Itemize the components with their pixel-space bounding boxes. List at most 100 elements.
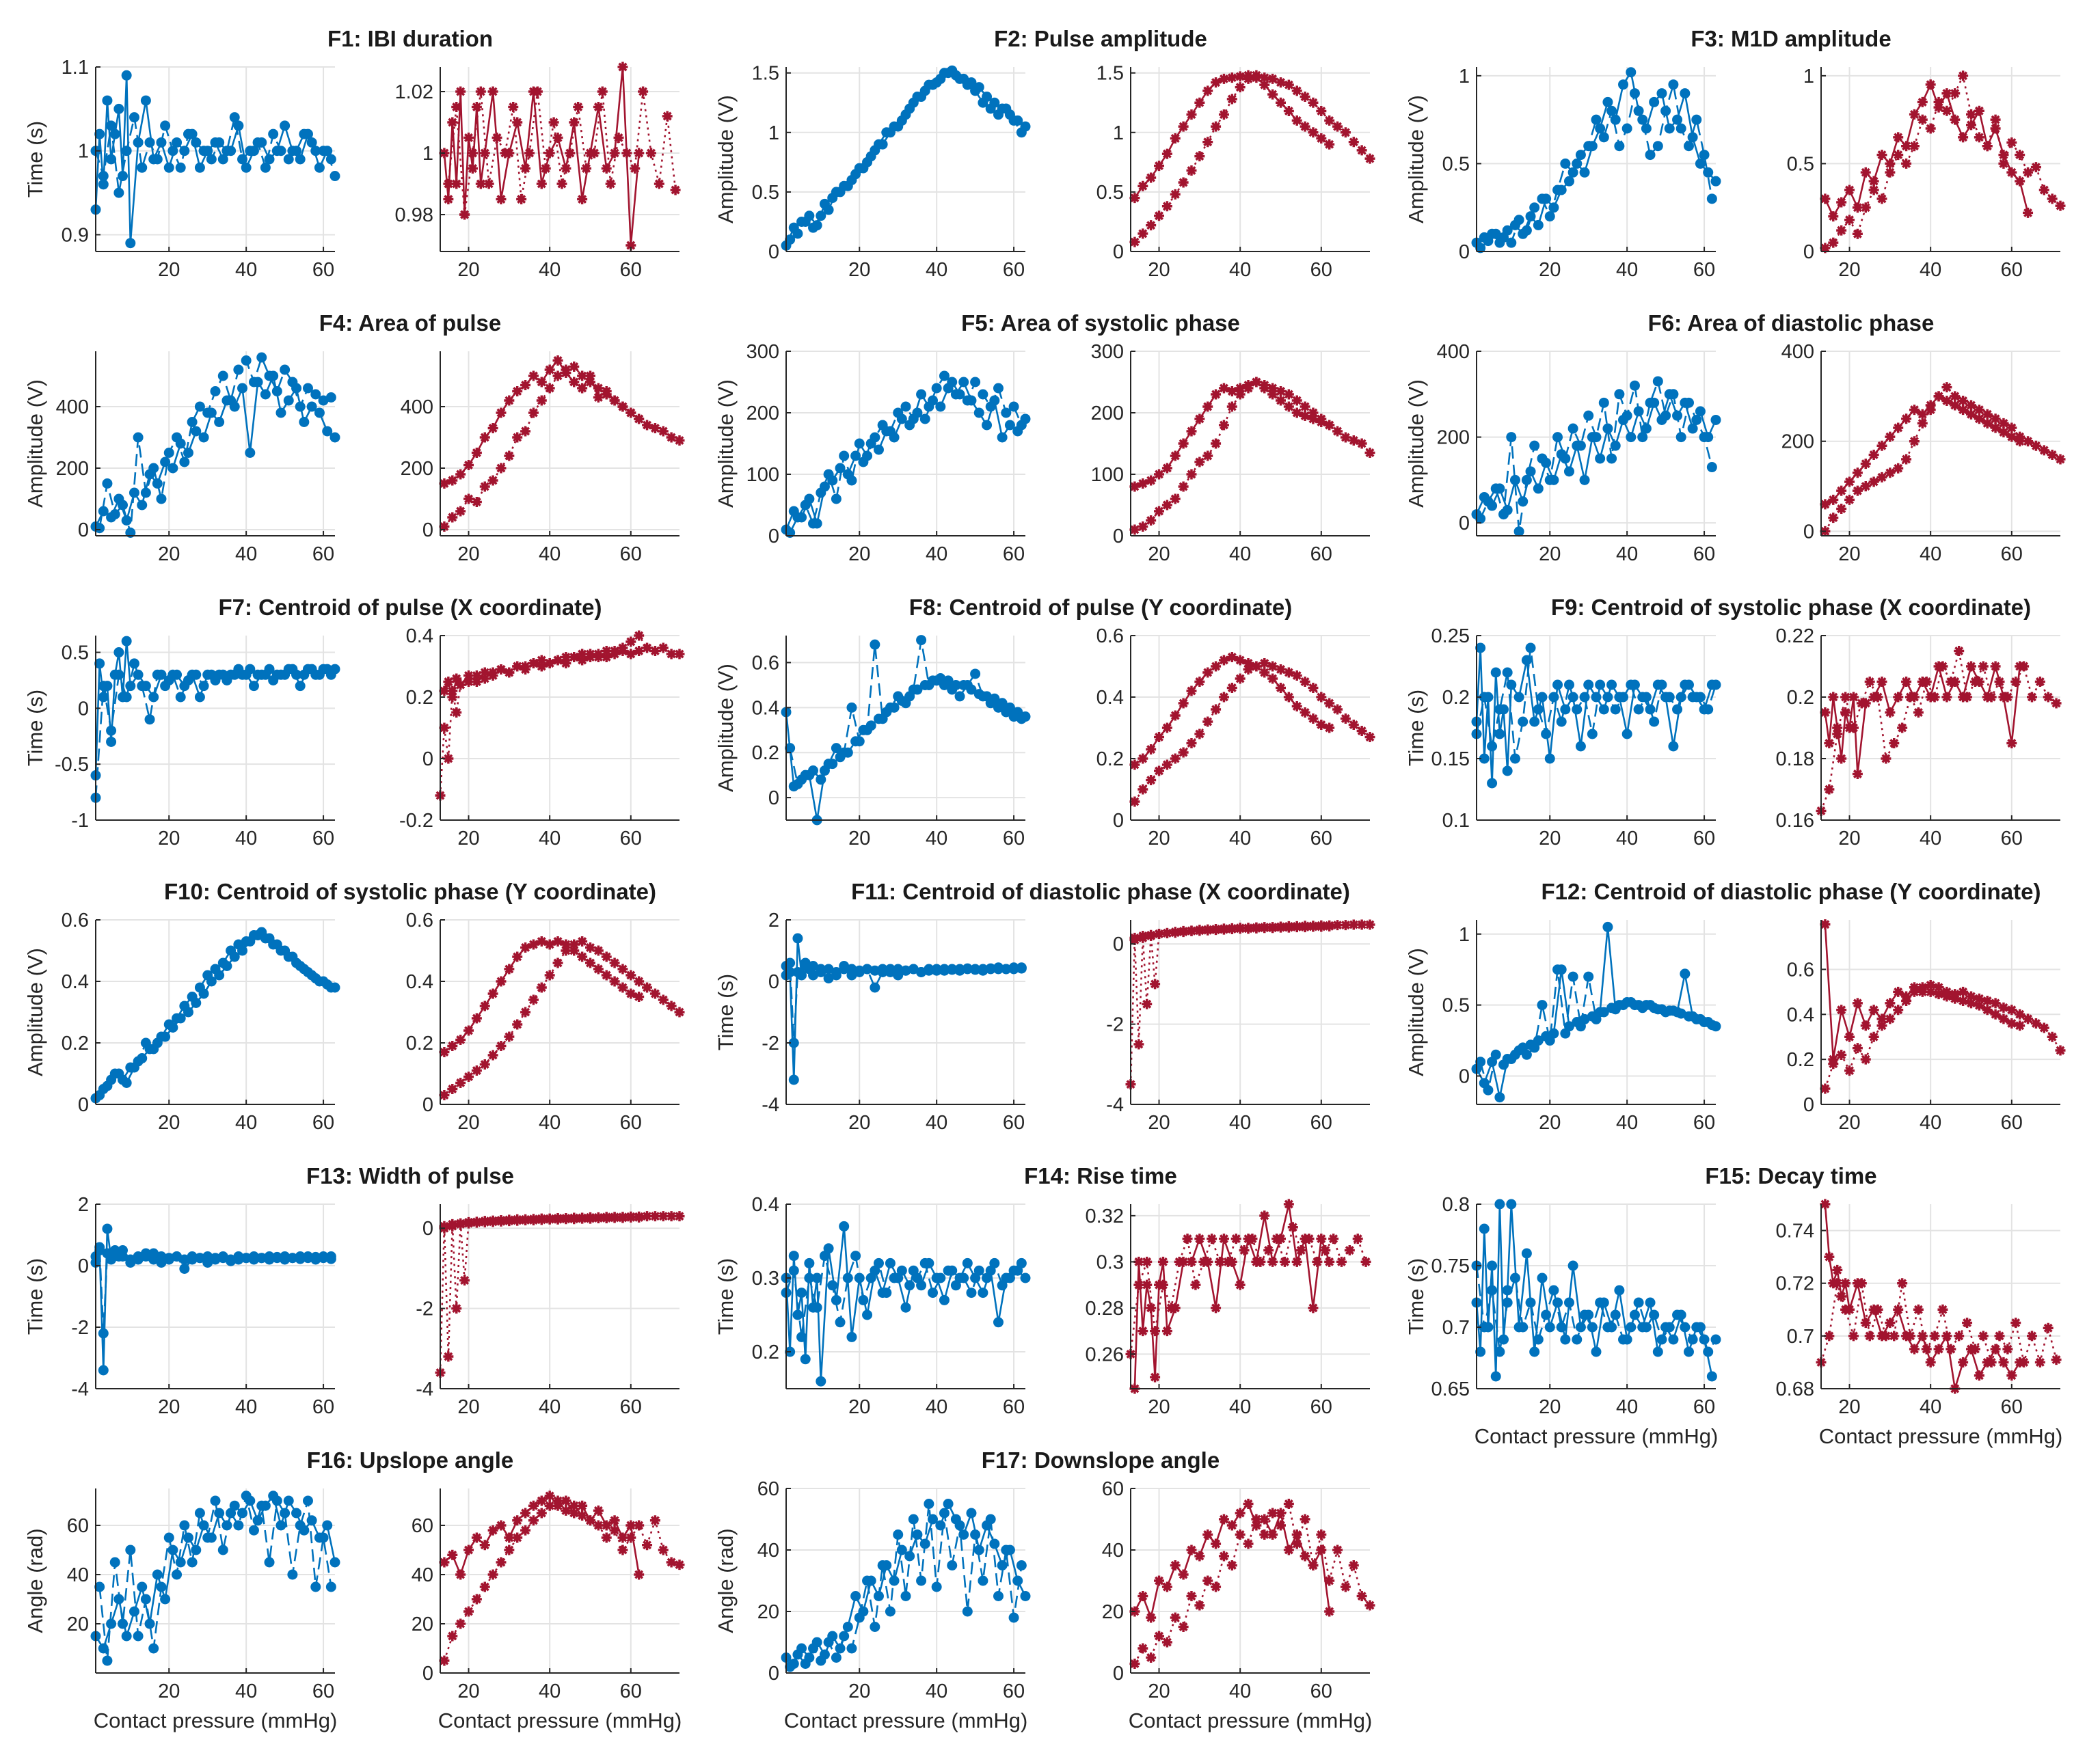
data-point (1521, 225, 1532, 236)
x-tick-label: 60 (312, 543, 334, 565)
data-point (973, 407, 984, 418)
data-point (1941, 105, 1952, 116)
data-point (271, 939, 282, 950)
data-point (487, 988, 498, 999)
data-point (1475, 243, 1486, 254)
y-tick-label: 0.6 (752, 653, 779, 675)
data-point (1161, 759, 1172, 770)
data-point (1560, 1028, 1571, 1039)
data-point (993, 1591, 1004, 1601)
data-point (183, 675, 193, 685)
data-point (1291, 670, 1302, 681)
data-point (1683, 141, 1694, 152)
data-point (589, 148, 600, 159)
data-point (2038, 185, 2049, 195)
data-point (846, 1643, 857, 1654)
data-point (1699, 1334, 1710, 1345)
data-point (2047, 1031, 2058, 1042)
data-point (2015, 1009, 2025, 1020)
data-point (1965, 400, 1976, 411)
data-point (194, 692, 205, 703)
data-point (935, 1273, 946, 1283)
data-point (140, 1594, 151, 1605)
data-point (1166, 1303, 1176, 1314)
data-point (463, 677, 474, 687)
data-point (577, 951, 588, 962)
data-point (217, 1545, 228, 1555)
data-point (1259, 1210, 1270, 1221)
data-point (601, 951, 612, 962)
data-point (1291, 1538, 1302, 1549)
data-point (642, 642, 653, 653)
data-point (194, 401, 205, 412)
data-point (1211, 121, 1222, 132)
data-point (1138, 753, 1148, 764)
data-point (118, 1618, 129, 1629)
data-point (1279, 1256, 1290, 1267)
data-point (1614, 1000, 1625, 1011)
data-point (985, 103, 996, 114)
y-tick-label: 0 (768, 787, 779, 809)
data-point (1595, 679, 1606, 690)
data-point (800, 1354, 811, 1365)
data-point (674, 1560, 685, 1570)
data-point (2015, 431, 2025, 442)
data-point (1283, 1199, 1294, 1210)
data-point (1614, 141, 1625, 152)
data-point (520, 1214, 531, 1225)
data-point (1978, 661, 1989, 672)
data-point (885, 702, 896, 713)
data-point (528, 1515, 539, 1526)
data-point (1629, 1309, 1640, 1320)
data-point (1178, 177, 1189, 188)
data-point (1556, 1322, 1567, 1333)
data-point (1675, 123, 1686, 134)
data-point (1687, 692, 1698, 703)
data-point (584, 1212, 595, 1223)
data-point (625, 1520, 636, 1531)
y-axis-label: Time (s) (23, 1258, 47, 1335)
data-point (1876, 440, 1887, 451)
chart-title: F12: Centroid of diastolic phase (Y coor… (1542, 879, 2041, 904)
data-point (1680, 968, 1691, 979)
data-point (978, 1288, 988, 1298)
data-point (1986, 1357, 1997, 1368)
data-point (1645, 1000, 1656, 1011)
data-point (846, 702, 857, 713)
series-line (1824, 386, 2061, 532)
y-tick-label: 60 (757, 1478, 779, 1500)
data-point (102, 95, 113, 106)
data-point (939, 1508, 950, 1519)
data-point (520, 1007, 531, 1018)
data-point (2038, 445, 2049, 456)
data-point (325, 1581, 336, 1592)
data-point (1913, 707, 1924, 718)
data-point (1142, 1279, 1153, 1290)
y-tick-label: 0.25 (1431, 625, 1470, 647)
data-point (447, 1631, 458, 1642)
data-point (854, 1612, 865, 1623)
data-point (455, 506, 466, 517)
data-point (561, 1213, 571, 1224)
data-point (1494, 704, 1505, 715)
data-point (217, 154, 228, 165)
data-point (1291, 395, 1302, 406)
data-point (463, 1606, 474, 1617)
data-point (854, 163, 865, 174)
data-point (1129, 481, 1140, 492)
x-tick-label: 60 (1693, 543, 1715, 565)
y-tick-label: 0.5 (62, 642, 89, 664)
data-point (471, 497, 482, 507)
x-tick-label: 40 (1920, 1112, 1941, 1134)
data-point (997, 432, 1008, 443)
data-point (1933, 96, 1944, 107)
data-point (229, 112, 240, 123)
data-point (1990, 1344, 2001, 1355)
data-point (306, 664, 317, 675)
data-point (1552, 432, 1563, 443)
data-point (1852, 1043, 1863, 1054)
data-point (1856, 698, 1867, 709)
y-tick-label: 0.16 (1776, 810, 1814, 832)
